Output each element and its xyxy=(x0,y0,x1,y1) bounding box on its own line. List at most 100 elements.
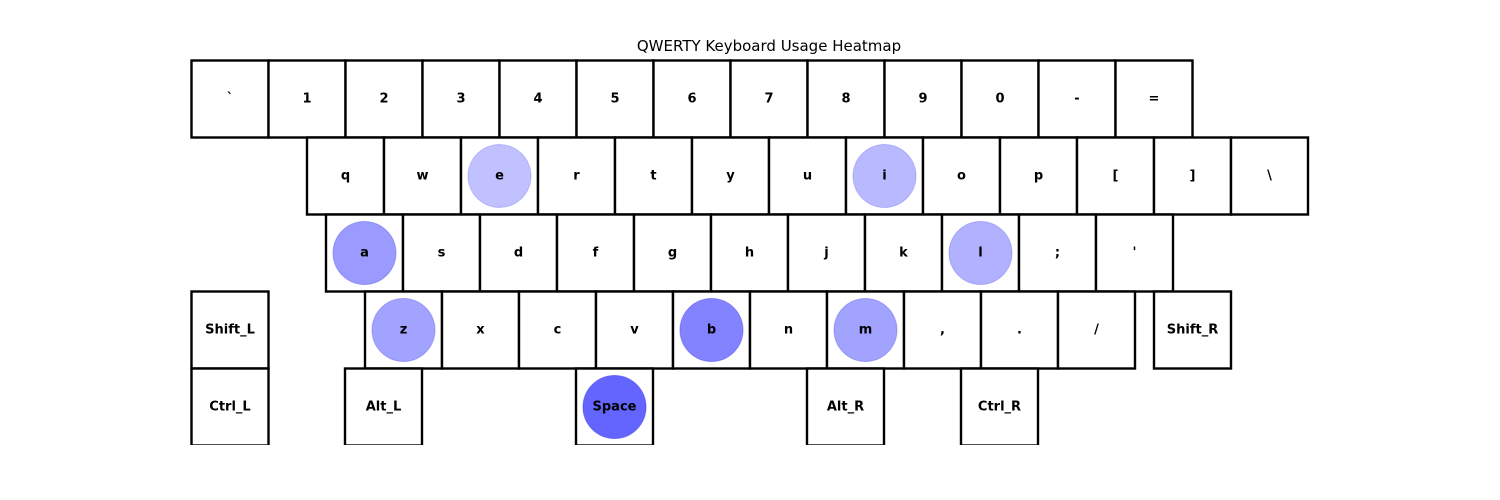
key-label: \ xyxy=(1267,169,1272,184)
key-label: Shift_R xyxy=(1167,323,1218,338)
key-outline xyxy=(786,213,867,293)
key-label: y xyxy=(726,169,735,184)
key-outline xyxy=(382,136,463,216)
key-b: b xyxy=(671,290,752,370)
key-outline xyxy=(190,290,270,370)
key-9: 9 xyxy=(883,59,963,139)
key-label: , xyxy=(940,323,945,338)
key-label: n xyxy=(784,323,793,338)
key-equals: = xyxy=(1114,59,1194,139)
key-outline xyxy=(729,59,809,139)
usage-marker xyxy=(679,298,744,362)
key-left-bracket: [ xyxy=(1075,136,1156,216)
key-label: t xyxy=(650,169,656,184)
key-label: h xyxy=(745,246,754,261)
key-outline xyxy=(1152,136,1233,216)
key-label: 2 xyxy=(379,92,388,107)
key-label: 4 xyxy=(533,92,542,107)
key-y: y xyxy=(690,136,771,216)
key-e: e xyxy=(459,136,540,216)
key-outline xyxy=(1152,290,1233,370)
key-label: 3 xyxy=(456,92,465,107)
key-outline xyxy=(190,367,270,447)
key-label: = xyxy=(1149,92,1160,107)
key-7: 7 xyxy=(729,59,809,139)
key-outline xyxy=(478,213,559,293)
key-label: ` xyxy=(227,92,234,107)
key-label: m xyxy=(859,323,873,338)
key-d: d xyxy=(478,213,559,293)
key-label: z xyxy=(400,323,408,338)
key-f: f xyxy=(555,213,636,293)
key-g: g xyxy=(632,213,713,293)
key-label: Space xyxy=(593,400,637,415)
key-label: - xyxy=(1074,92,1079,107)
key-outline xyxy=(1094,213,1175,293)
key-label: r xyxy=(573,169,580,184)
key-outline xyxy=(536,136,617,216)
key-outline xyxy=(1056,290,1137,370)
key-v: v xyxy=(594,290,675,370)
key-label: ' xyxy=(1133,246,1137,261)
key-label: e xyxy=(495,169,504,184)
key-r: r xyxy=(536,136,617,216)
key-space: Space xyxy=(574,367,655,447)
key-label: c xyxy=(554,323,562,338)
key-2: 2 xyxy=(344,59,424,139)
key-n: n xyxy=(748,290,829,370)
key-outline xyxy=(343,367,424,447)
key-label: 8 xyxy=(841,92,850,107)
key-outline xyxy=(690,136,771,216)
key-x: x xyxy=(440,290,521,370)
key-outline xyxy=(613,136,694,216)
key-shift-l: Shift_L xyxy=(190,290,270,370)
key-label: 6 xyxy=(687,92,696,107)
key-label: b xyxy=(707,323,716,338)
chart-title: QWERTY Keyboard Usage Heatmap xyxy=(636,37,902,55)
key-j: j xyxy=(786,213,867,293)
key-outline xyxy=(979,290,1060,370)
key-label: 0 xyxy=(995,92,1004,107)
key-semicolon: ; xyxy=(1017,213,1098,293)
key-label: 5 xyxy=(610,92,619,107)
usage-marker xyxy=(332,221,397,285)
key-label: g xyxy=(668,246,677,261)
key-p: p xyxy=(998,136,1079,216)
key-label: j xyxy=(823,246,828,261)
key-outline xyxy=(902,290,983,370)
figure-bottom-mask xyxy=(0,445,1500,500)
key-label: s xyxy=(438,246,446,261)
key-i: i xyxy=(844,136,925,216)
key-alt-l: Alt_L xyxy=(343,367,424,447)
key-z: z xyxy=(363,290,444,370)
key-backtick: ` xyxy=(190,59,270,139)
key-label: x xyxy=(476,323,485,338)
key-label: 7 xyxy=(764,92,773,107)
usage-marker xyxy=(467,144,532,208)
usage-marker xyxy=(371,298,436,362)
key-label: u xyxy=(803,169,812,184)
key-outline xyxy=(806,59,886,139)
key-label: / xyxy=(1094,323,1099,338)
key-label: l xyxy=(978,246,982,261)
key-outline xyxy=(517,290,598,370)
key-outline xyxy=(594,290,675,370)
key-ctrl-r: Ctrl_R xyxy=(959,367,1040,447)
key-alt-r: Alt_R xyxy=(805,367,886,447)
key-outline xyxy=(1229,136,1310,216)
key-label: o xyxy=(957,169,966,184)
key-period: . xyxy=(979,290,1060,370)
key-label: p xyxy=(1034,169,1043,184)
key-outline xyxy=(960,59,1040,139)
usage-marker xyxy=(833,298,898,362)
key-outline xyxy=(748,290,829,370)
key-label: q xyxy=(341,169,350,184)
key-backslash: \ xyxy=(1229,136,1310,216)
key-label: ; xyxy=(1055,246,1060,261)
key-outline xyxy=(305,136,386,216)
key-u: u xyxy=(767,136,848,216)
key-1: 1 xyxy=(267,59,347,139)
key-0: 0 xyxy=(960,59,1040,139)
key-label: f xyxy=(593,246,599,261)
